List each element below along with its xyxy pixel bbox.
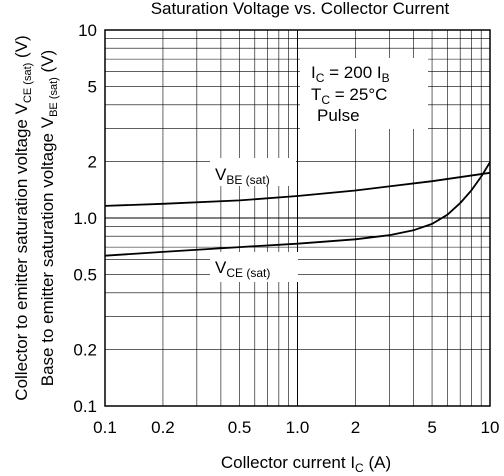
x-axis-unit: (A) [368,453,391,472]
vce-series-label: VCE (sat) [215,258,270,280]
vce-label-symbol: V [215,258,227,277]
y-tick-label: 0.2 [73,340,97,359]
x-tick-label: 0.2 [151,418,175,437]
x-axis-label: Collector current [221,453,346,472]
y-axis-title-inner: Base to emitter saturation voltage VBE (… [38,50,60,386]
grid [105,30,490,406]
condition-1-tail-subscript: B [382,71,390,85]
y-outer-symbol: V [12,102,31,114]
y-inner-subscript: BE (sat) [48,77,60,117]
condition-1-symbol: I [311,63,316,82]
conditions-box-background [300,58,428,129]
svg-text:Collector current IC (A): Collector current IC (A) [221,453,391,475]
x-axis-subscript: C [355,461,364,475]
y-outer-unit: (V) [12,35,31,58]
y-tick-label: 0.5 [73,266,97,285]
x-axis-symbol: I [350,453,355,472]
x-tick-label: 5 [427,418,436,437]
plot-frame [104,29,491,407]
condition-3-text: Pulse [317,106,360,125]
x-tick-label: 1.0 [286,418,310,437]
chart-title: Saturation Voltage vs. Collector Current [151,0,450,18]
conditions-annotation: IC = 200 IB TC = 25°C Pulse [311,63,390,125]
x-tick-label: 0.5 [228,418,252,437]
vbe-sat-curve [104,171,491,207]
condition-2-symbol: T [311,85,321,104]
x-tick-label: 0.1 [93,418,117,437]
y-inner-label: Base to emitter saturation voltage [38,133,57,386]
vce-label-background [210,252,298,282]
y-inner-unit: (V) [38,50,57,73]
condition-1-text: = 200 I [324,63,381,82]
y-tick-label: 0.1 [73,397,97,416]
series-lines [104,161,491,257]
y-tick-labels: 0.1 0.2 0.5 1.0 2 5 10 [73,21,97,416]
y-tick-label: 2 [88,152,97,171]
vce-label-subscript: CE (sat) [226,266,270,280]
condition-1-subscript: C [316,71,325,85]
x-tick-labels: 0.1 0.2 0.5 1.0 2 5 10 [93,418,499,437]
condition-2-subscript: C [321,93,330,107]
svg-text:Base to emitter saturation vol: Base to emitter saturation voltage VBE (… [38,50,60,386]
vce-sat-curve [104,161,491,257]
vbe-label-symbol: V [215,165,227,184]
x-axis-title: Collector current IC (A) [221,453,391,475]
svg-text:Collector to emitter saturatio: Collector to emitter saturation voltage … [12,35,34,400]
vbe-label-subscript: BE (sat) [226,173,269,187]
y-outer-subscript: CE (sat) [22,63,34,103]
condition-2-text: = 25°C [330,85,387,104]
vbe-label-background [210,158,296,186]
y-tick-label: 1.0 [73,209,97,228]
y-inner-symbol: V [38,116,57,128]
svg-text:IC = 200 IB: IC = 200 IB [311,63,390,85]
vbe-series-label: VBE (sat) [215,165,270,187]
y-outer-label: Collector to emitter saturation voltage [12,119,31,401]
x-tick-label: 2 [351,418,360,437]
svg-text:TC = 25°C: TC = 25°C [311,85,387,107]
x-tick-label: 10 [481,418,500,437]
y-tick-label: 10 [78,21,97,40]
y-tick-label: 5 [88,78,97,97]
y-axis-title-outer: Collector to emitter saturation voltage … [12,35,34,400]
